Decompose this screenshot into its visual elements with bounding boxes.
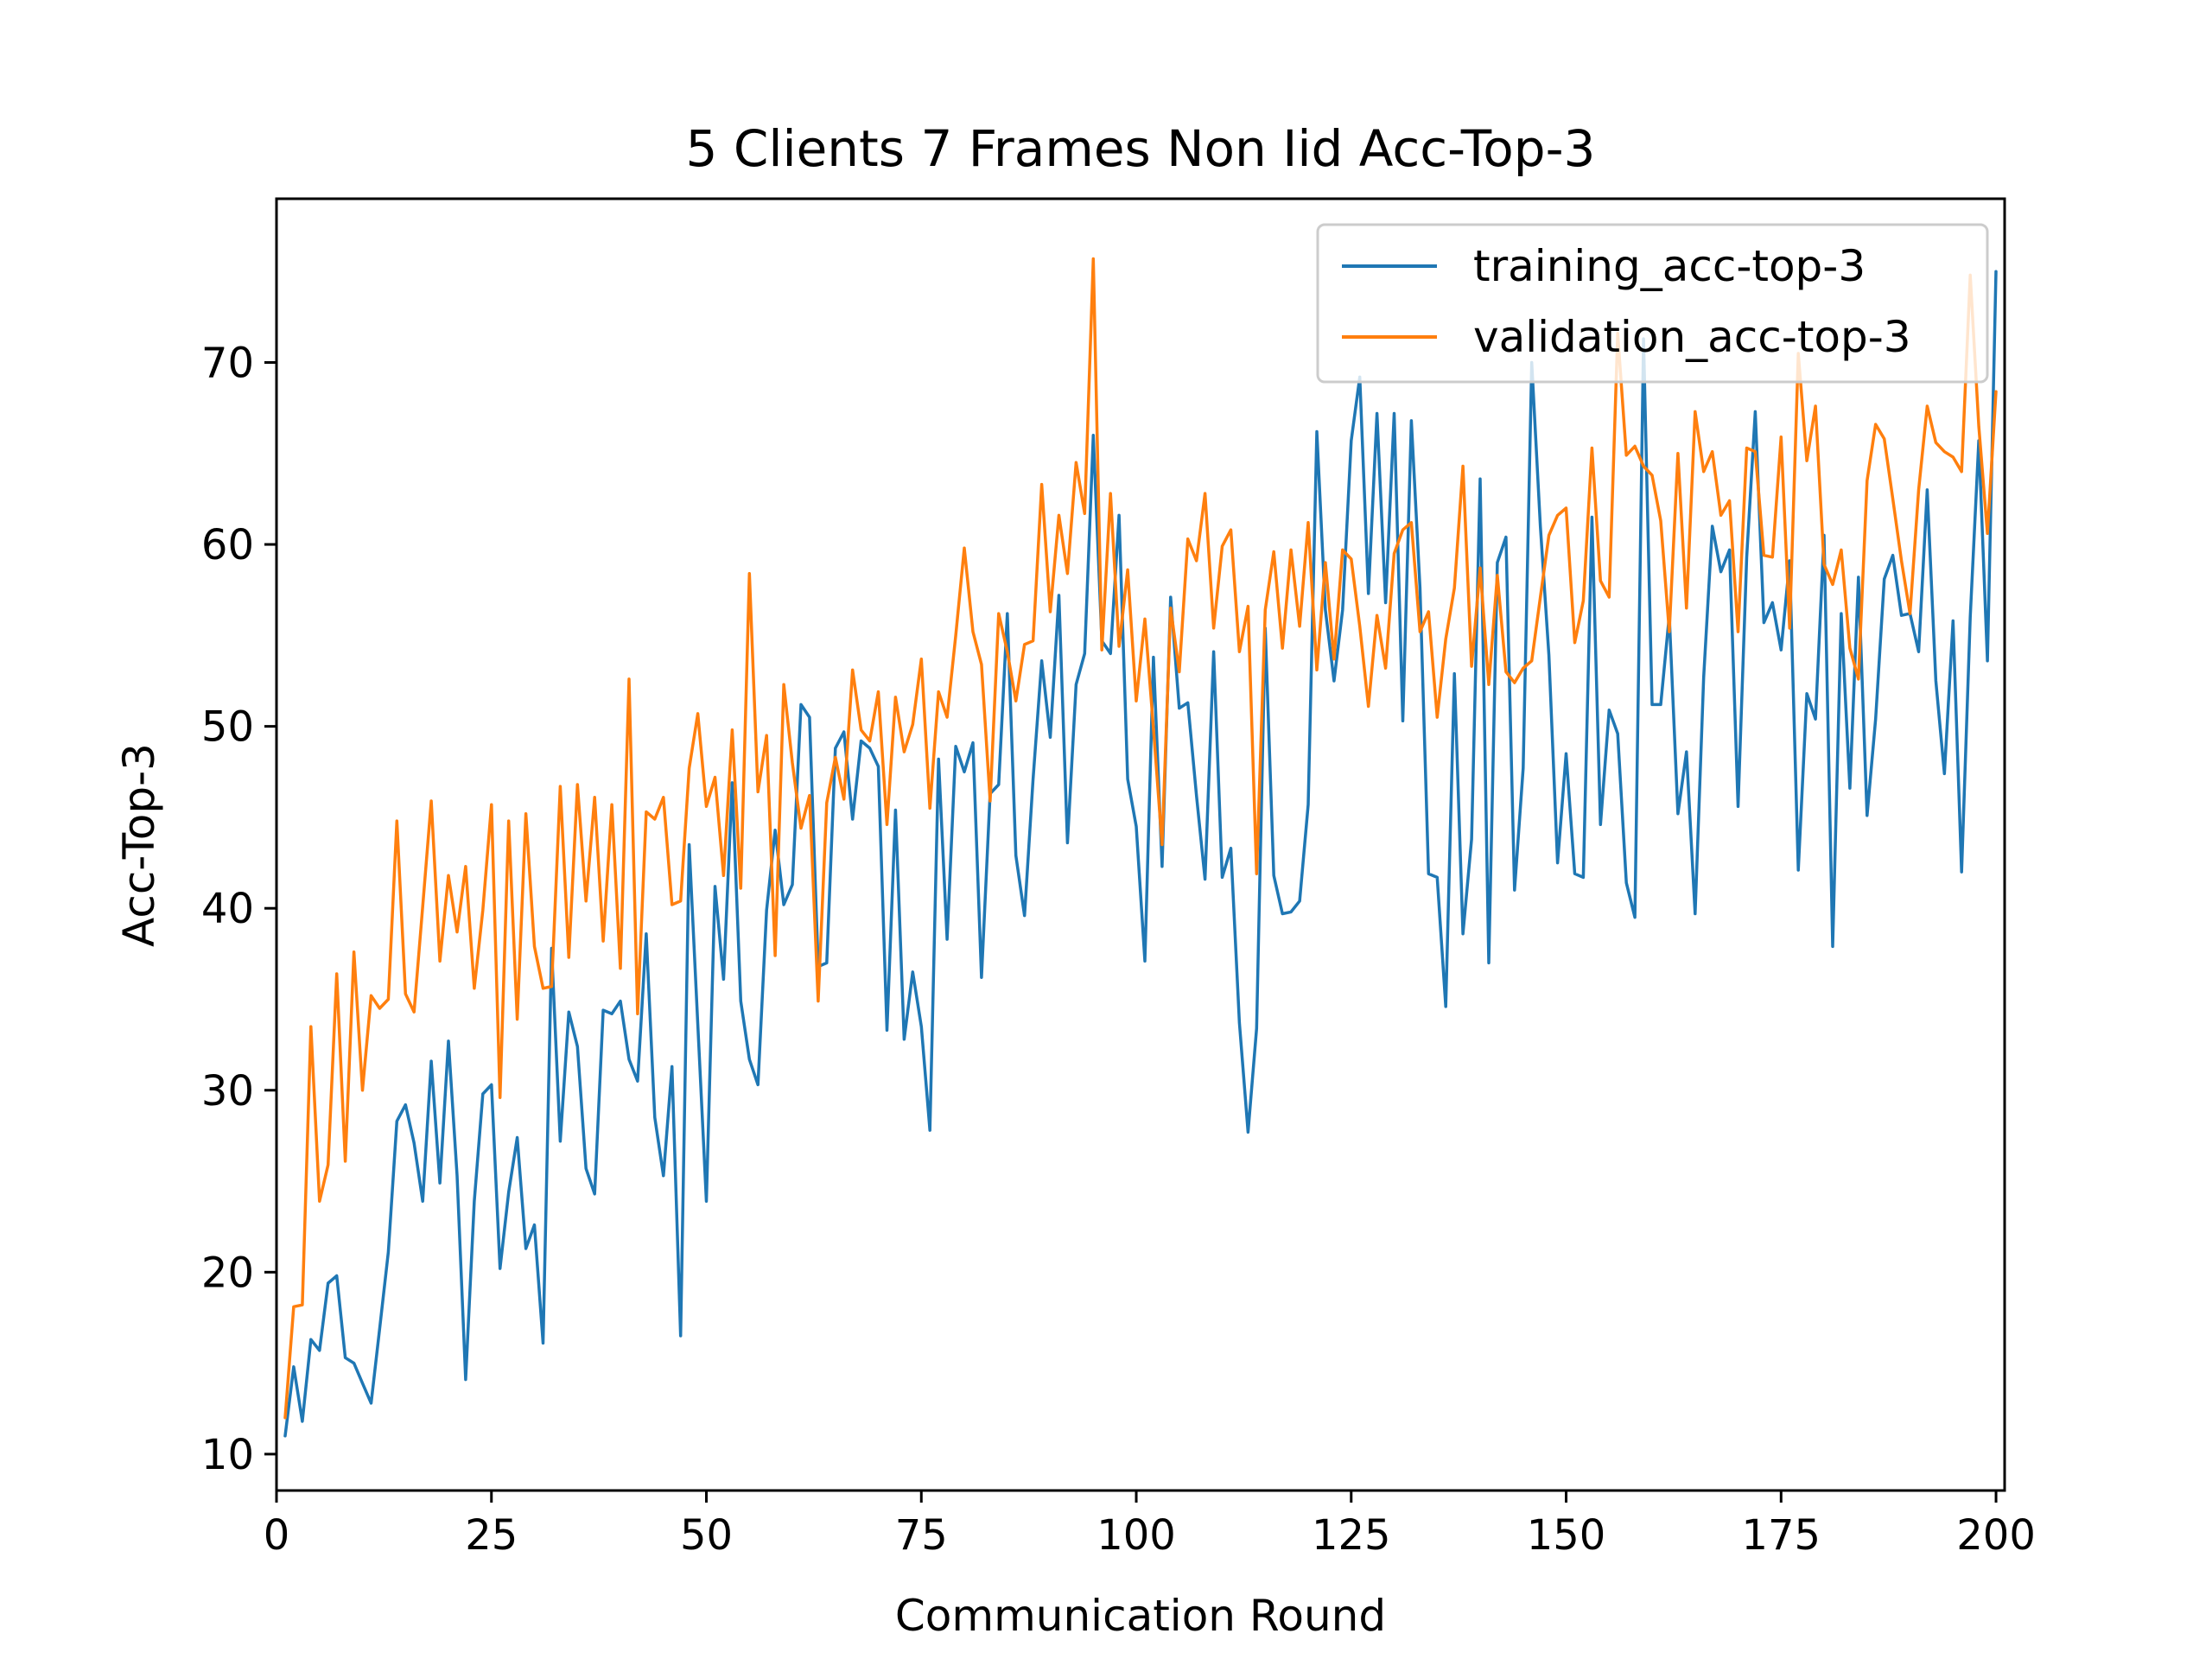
plot-area-frame: [275, 197, 2006, 1492]
series-line-validation: [283, 257, 1998, 1420]
y-tick-label: 60: [201, 521, 254, 569]
x-tick-label: 100: [1096, 1511, 1176, 1560]
x-tick-label: 200: [1956, 1511, 2036, 1560]
x-tick-label: 150: [1527, 1511, 1606, 1560]
y-tick-label: 50: [201, 703, 254, 752]
series-line-training: [283, 270, 1998, 1438]
x-tick-label: 25: [465, 1511, 518, 1560]
chart-title: 5 Clients 7 Frames Non Iid Acc-Top-3: [686, 119, 1596, 178]
y-tick-label: 40: [201, 885, 254, 933]
x-tick-label: 0: [264, 1511, 290, 1560]
y-tick-label: 10: [201, 1431, 254, 1479]
y-tick-label: 70: [201, 340, 254, 388]
y-tick-label: 20: [201, 1249, 254, 1297]
y-axis-label: Acc-Top-3: [114, 743, 164, 947]
y-axis-ticks: 10 20 30 40 50 60 70: [201, 340, 276, 1479]
legend: training_acc-top-3 validation_acc-top-3: [1316, 223, 1989, 384]
legend-box: [1316, 223, 1989, 384]
legend-label-validation: validation_acc-top-3: [1473, 312, 1911, 362]
x-tick-label: 75: [895, 1511, 948, 1560]
x-axis-label: Communication Round: [895, 1591, 1386, 1641]
series-layer: [283, 257, 1998, 1438]
x-tick-label: 50: [680, 1511, 733, 1560]
x-axis-ticks: 0 25 50 75 100 125 150 175 200: [264, 1491, 2036, 1560]
x-tick-label: 125: [1312, 1511, 1391, 1560]
legend-label-training: training_acc-top-3: [1473, 241, 1866, 291]
x-tick-label: 175: [1741, 1511, 1821, 1560]
y-tick-label: 30: [201, 1067, 254, 1116]
